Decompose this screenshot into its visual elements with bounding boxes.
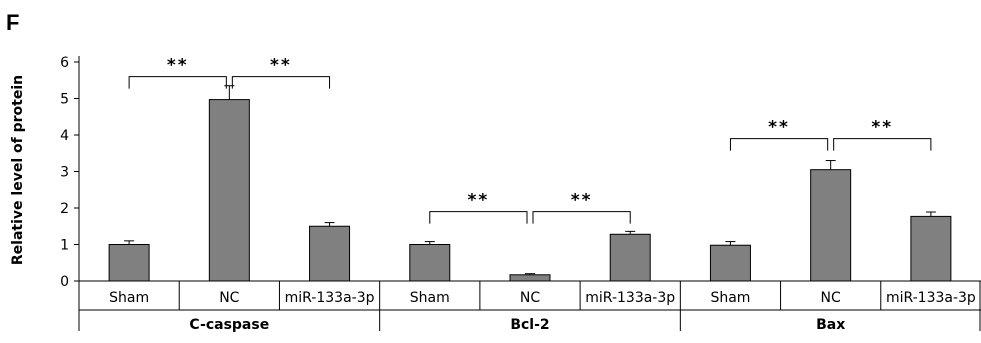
category-label: Sham [410,290,450,306]
category-label: NC [520,290,540,306]
group-label: C-caspase [189,317,269,333]
category-label: miR-133a-3p [886,290,976,306]
significance-bracket [128,76,227,89]
significance-label: ** [167,56,189,76]
significance-label: ** [871,118,893,138]
error-bars [124,85,936,275]
significance-label: ** [270,56,292,76]
bar [309,225,351,282]
bar [208,99,250,282]
bar [409,244,451,282]
axis-labels: 0 1 2 3 4 5 6 Sham NC miR-133a-3p C-caspase Sham NC m… [60,55,976,333]
significance-bracket [231,76,331,89]
bar [609,233,651,282]
category-label: NC [219,290,239,306]
bar [509,274,551,282]
group-label: Bax [816,317,845,333]
category-label: NC [821,290,841,306]
bar [108,244,150,282]
panel-label: F [6,10,19,35]
group-label: Bcl-2 [510,317,549,333]
significance-label: ** [768,118,790,138]
bar [810,169,852,282]
significance-label: ** [571,191,593,211]
y-axis-label: Relative level of protein [10,75,26,265]
bars [108,99,952,282]
bar [910,215,952,282]
y-tick-label: 5 [60,92,69,108]
category-label: miR-133a-3p [585,290,675,306]
y-tick-label: 2 [60,201,69,217]
significance-bracket [532,211,631,224]
significance-label: ** [467,191,489,211]
category-label: miR-133a-3p [285,290,375,306]
category-label: Sham [109,290,149,306]
significance-bracket [729,138,829,151]
y-tick-label: 4 [60,128,69,144]
significance-bracket [429,211,528,224]
category-label: Sham [710,290,750,306]
bar [709,244,751,282]
significance-brackets: ** ** ** ** ** ** [128,56,932,224]
y-tick-label: 0 [60,274,69,290]
significance-bracket [833,138,932,151]
y-tick-label: 6 [60,55,69,71]
y-tick-label: 1 [60,238,69,254]
y-tick-label: 3 [60,165,69,181]
